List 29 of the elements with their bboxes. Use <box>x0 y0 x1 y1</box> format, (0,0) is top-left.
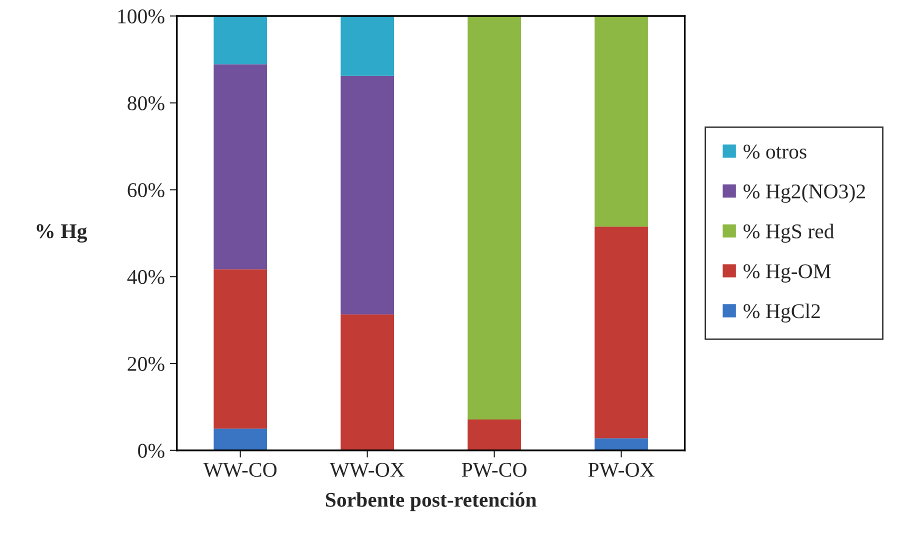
legend-label: % otros <box>744 144 806 159</box>
legend-label: % HgS red <box>744 224 834 243</box>
y-tick-label: 60% <box>128 183 164 198</box>
legend-label: % Hg-OM <box>744 264 831 283</box>
bar <box>468 420 521 450</box>
legend-label: % Hg2(NO3)2 <box>744 184 865 203</box>
bar <box>594 438 648 450</box>
x-tick-label: PW-CO <box>462 462 526 477</box>
y-axis-title: % Hg <box>36 224 88 243</box>
y-tick-label: 80% <box>128 96 164 110</box>
y-tick-label: 0% <box>138 444 164 458</box>
bar <box>214 64 268 270</box>
x-tick-label: WW-CO <box>203 462 277 477</box>
y-tick-label: 100% <box>118 9 164 24</box>
bar <box>214 16 268 64</box>
legend-label: % HgCl2 <box>744 304 820 323</box>
x-tick-label: WW-OX <box>330 462 405 477</box>
y-tick-label: 20% <box>128 356 164 372</box>
y-tick-label: 40% <box>127 270 164 284</box>
bar <box>340 76 394 314</box>
bar <box>214 269 268 429</box>
bar <box>340 16 394 76</box>
bar <box>594 16 648 227</box>
bar <box>340 314 394 450</box>
x-axis-title: Sorbente post-retención <box>326 492 537 512</box>
x-tick-label: PW-OX <box>588 462 654 477</box>
bar <box>468 16 521 420</box>
bar <box>594 226 648 438</box>
bar <box>214 428 268 450</box>
